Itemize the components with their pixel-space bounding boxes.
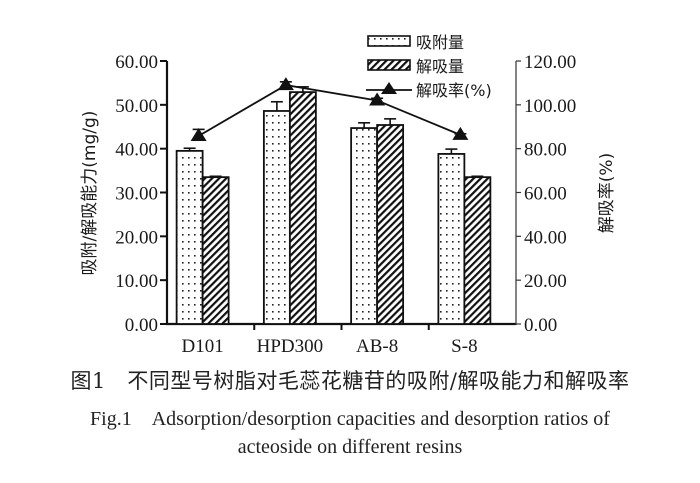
figure-caption-english-line2: acteoside on different resins (237, 436, 463, 458)
triangle-marker (369, 92, 386, 106)
right-tick-label: 20.00 (524, 271, 567, 292)
bar (288, 91, 317, 325)
left-tick-label: 20.00 (115, 227, 158, 248)
bar (437, 153, 466, 325)
bar (463, 176, 492, 325)
bar (201, 176, 230, 325)
triangle-marker (277, 77, 294, 91)
right-tick-label: 0.00 (524, 315, 557, 336)
bars (175, 86, 492, 325)
category-label: S-8 (451, 336, 477, 357)
chart: 0.00 10.00 20.00 30.00 40.00 50.00 60.00 0.00 20… (80, 33, 617, 357)
left-tick-label: 30.00 (115, 184, 158, 205)
legend-label: 吸附量 (416, 33, 464, 52)
category-label: AB-8 (356, 336, 398, 357)
axes: 0.00 10.00 20.00 30.00 40.00 50.00 60.00 0.00 20… (80, 52, 617, 357)
left-tick-label: 10.00 (115, 271, 158, 292)
right-axis-title: 解吸率(%) (597, 153, 617, 233)
legend-label: 解吸量 (416, 57, 464, 76)
left-tick-label: 60.00 (115, 52, 158, 73)
triangle-marker (452, 126, 469, 140)
category-label: D101 (182, 336, 224, 357)
bar (262, 110, 291, 325)
legend-swatch-adsorption (367, 35, 411, 47)
bar (350, 127, 379, 325)
figure-caption-chinese: 图1 不同型号树脂对毛蕊花糖苷的吸附/解吸能力和解吸率 (70, 369, 630, 393)
figure-caption-english-line1: Fig.1 Adsorption/desorption capacities a… (90, 408, 610, 430)
right-tick-label: 60.00 (524, 184, 567, 205)
right-tick-label: 80.00 (524, 140, 567, 161)
left-tick-label: 50.00 (115, 96, 158, 117)
category-label: HPD300 (257, 336, 324, 357)
legend-label: 解吸率(%) (416, 81, 492, 100)
bar (376, 124, 405, 325)
triangle-marker (190, 127, 207, 141)
left-tick-label: 0.00 (125, 315, 158, 336)
left-axis-title: 吸附/解吸能力(mg/g) (80, 111, 100, 276)
right-tick-label: 100.00 (524, 96, 576, 117)
right-tick-label: 120.00 (524, 52, 576, 73)
desorption-rate-line (190, 77, 469, 141)
legend-triangle-icon (381, 82, 397, 94)
left-tick-label: 40.00 (115, 140, 158, 161)
bar (175, 149, 204, 325)
right-tick-label: 40.00 (524, 227, 567, 248)
legend-swatch-desorption (367, 59, 411, 71)
